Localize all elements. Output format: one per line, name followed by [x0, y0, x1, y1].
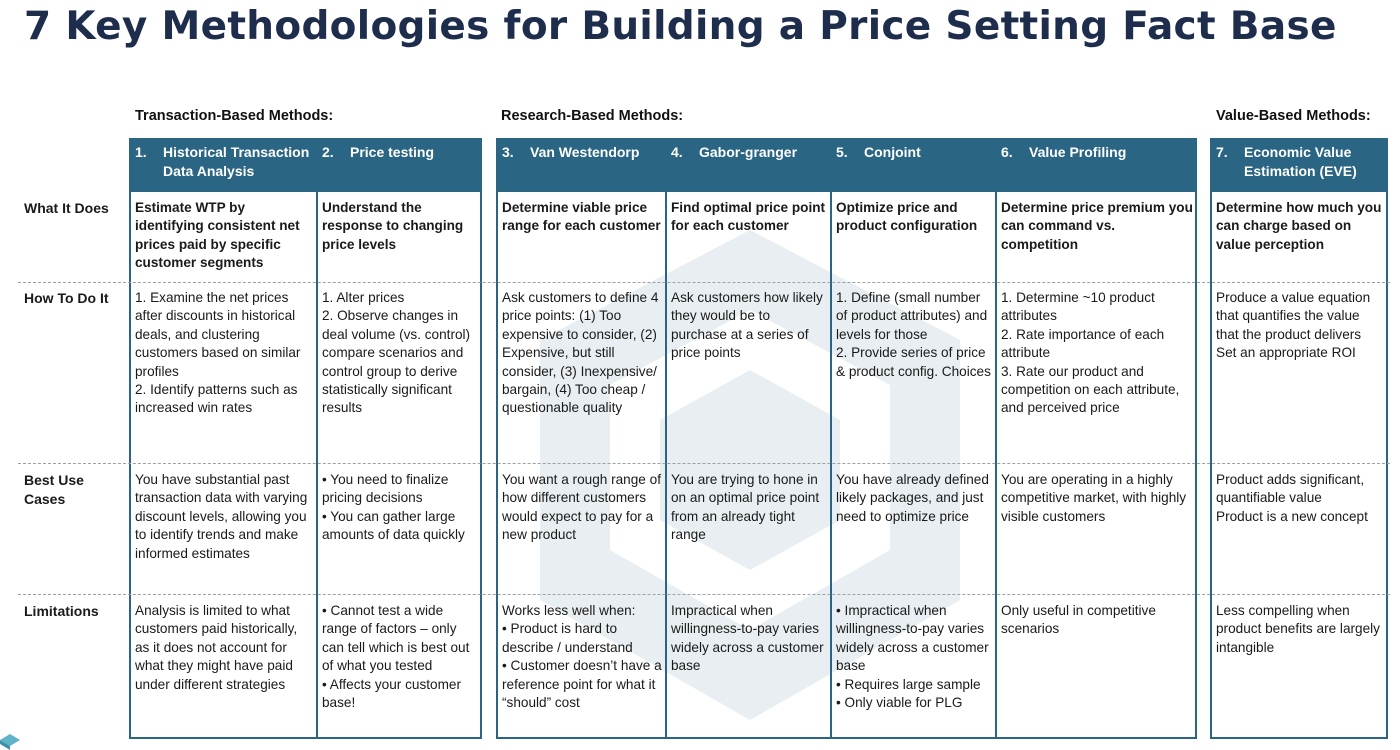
- cell-best-6: You are operating in a highly competitiv…: [1001, 472, 1187, 524]
- cell-limits-7: Less compelling when product benefits ar…: [1216, 603, 1380, 655]
- cell-what-6: Determine price premium you can command …: [1001, 200, 1193, 252]
- column-name: Economic Value Estimation (EVE): [1244, 144, 1357, 179]
- cell-how-7: Produce a value equation that quantifies…: [1216, 290, 1371, 361]
- cell-what-3: Determine viable price range for each cu…: [502, 200, 661, 234]
- column-header-4: 4. Gabor-granger: [665, 138, 832, 192]
- column-number: 4.: [671, 144, 683, 160]
- cell-how-4: Ask customers how likely they would be t…: [671, 290, 823, 361]
- group-label-transaction: Transaction-Based Methods:: [135, 108, 334, 124]
- column-header-6: 6. Value Profiling: [995, 138, 1197, 192]
- column-name: Price testing: [350, 144, 435, 160]
- group-label-research: Research-Based Methods:: [501, 108, 684, 124]
- column-number: 3.: [502, 144, 514, 160]
- cell-what-2: Understand the response to changing pric…: [322, 200, 464, 252]
- column-header-7: 7. Economic Value Estimation (EVE): [1210, 138, 1388, 192]
- cell-limits-1: Analysis is limited to what customers pa…: [135, 603, 298, 692]
- row-label-how-to-do-it: How To Do It: [24, 290, 109, 306]
- column-name: Van Westendorp: [530, 144, 640, 160]
- row-label-what-it-does: What It Does: [24, 200, 109, 216]
- cell-best-2: • You need to finalize pricing decisions…: [322, 472, 465, 543]
- column-header-1: 1. Historical Transaction Data Analysis: [129, 138, 318, 192]
- cell-how-3: Ask customers to define 4 price points: …: [502, 290, 659, 416]
- group-label-value: Value-Based Methods:: [1216, 108, 1371, 124]
- column-number: 1.: [135, 144, 147, 160]
- cell-limits-3: Works less well when: • Product is hard …: [502, 603, 662, 711]
- cell-what-5: Optimize price and product configuration: [836, 200, 978, 234]
- column-name: Gabor-granger: [699, 144, 798, 160]
- column-header-2: 2. Price testing: [316, 138, 482, 192]
- column-number: 6.: [1001, 144, 1013, 160]
- row-divider: [18, 282, 1390, 283]
- cell-best-3: You want a rough range of how different …: [502, 472, 661, 543]
- column-header-5: 5. Conjoint: [830, 138, 997, 192]
- column-name: Conjoint: [864, 144, 921, 160]
- column-name: Historical Transaction Data Analysis: [163, 144, 310, 179]
- row-label-best-use-cases: Best Use Cases: [24, 472, 84, 507]
- cell-limits-4: Impractical when willingness-to-pay vari…: [671, 603, 824, 674]
- cell-best-7: Product adds significant, quantifiable v…: [1216, 472, 1368, 524]
- cell-what-7: Determine how much you can charge based …: [1216, 200, 1382, 252]
- cell-limits-6: Only useful in competitive scenarios: [1001, 603, 1156, 637]
- column-number: 2.: [322, 144, 334, 160]
- cell-best-5: You have already defined likely packages…: [836, 472, 989, 524]
- cell-how-6: 1. Determine ~10 product attributes 2. R…: [1001, 290, 1180, 416]
- cell-best-4: You are trying to hone in on an optimal …: [671, 472, 820, 543]
- row-divider: [18, 463, 1390, 464]
- column-name: Value Profiling: [1029, 144, 1127, 160]
- cell-how-1: 1. Examine the net prices after discount…: [135, 290, 301, 416]
- cell-what-4: Find optimal price point for each custom…: [671, 200, 826, 234]
- logo-fragment-icon: [0, 734, 20, 750]
- cell-limits-5: • Impractical when willingness-to-pay va…: [836, 603, 989, 711]
- column-header-3: 3. Van Westendorp: [496, 138, 667, 192]
- column-number: 7.: [1216, 144, 1228, 160]
- cube-watermark-icon: [540, 230, 960, 720]
- column-number: 5.: [836, 144, 848, 160]
- cell-best-1: You have substantial past transaction da…: [135, 472, 308, 561]
- cell-how-2: 1. Alter prices 2. Observe changes in de…: [322, 290, 471, 416]
- row-label-limitations: Limitations: [24, 603, 99, 619]
- page-title: 7 Key Methodologies for Building a Price…: [24, 4, 1337, 49]
- row-divider: [18, 594, 1390, 595]
- cell-limits-2: • Cannot test a wide range of factors – …: [322, 603, 470, 711]
- cell-what-1: Estimate WTP by identifying consistent n…: [135, 200, 300, 271]
- cell-how-5: 1. Define (small number of product attri…: [836, 290, 991, 379]
